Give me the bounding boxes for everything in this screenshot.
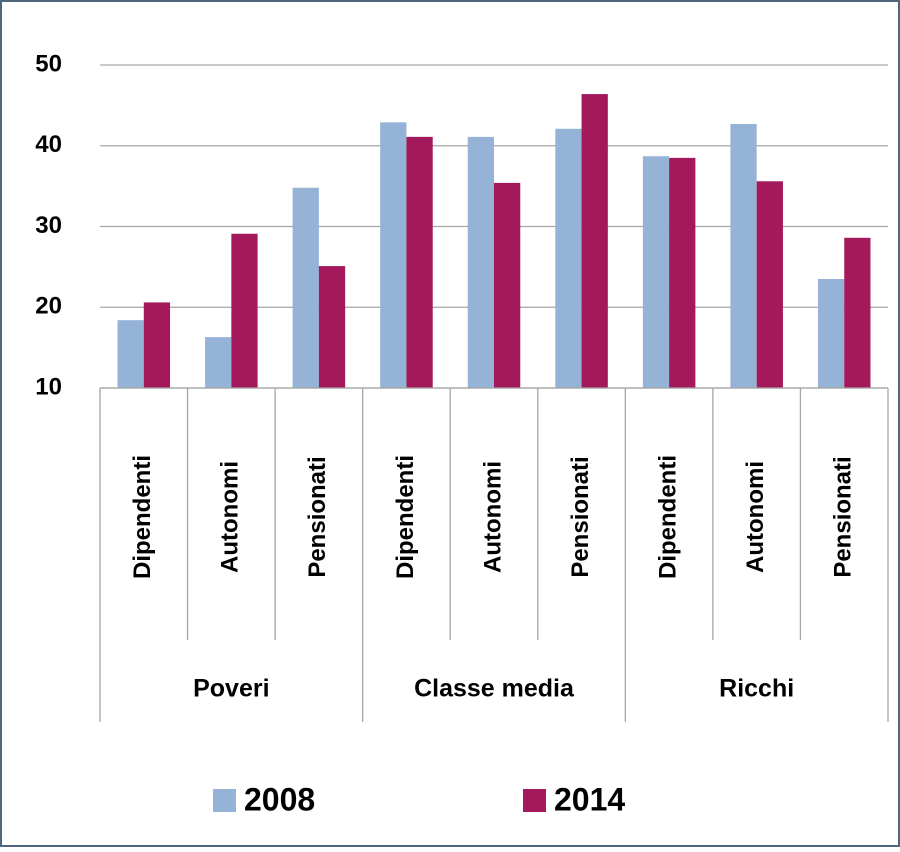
y-tick-label: 40 [35, 131, 62, 158]
group-label: Classe media [414, 675, 575, 703]
bar [406, 136, 433, 388]
bar [581, 94, 608, 388]
x-tick-label: Pensionati [830, 456, 857, 577]
legend-label: 2008 [244, 781, 315, 817]
bar [292, 187, 319, 388]
bar [669, 157, 696, 388]
bar [642, 156, 670, 388]
bar [380, 122, 407, 389]
bar [231, 233, 258, 388]
x-tick-label: Dipendenti [392, 455, 419, 579]
bar [318, 266, 346, 388]
x-tick-label: Autonomi [742, 461, 769, 573]
bar [117, 320, 144, 388]
bar [467, 136, 494, 388]
bar [730, 123, 757, 388]
x-tick-label: Dipendenti [654, 455, 681, 579]
bar [494, 182, 521, 388]
x-tick-label: Autonomi [479, 461, 506, 573]
group-label: Poveri [193, 675, 269, 703]
bar [844, 237, 871, 388]
legend-swatch [213, 789, 236, 812]
y-tick-label: 20 [35, 293, 62, 320]
bar [205, 337, 232, 388]
y-tick-label: 50 [35, 50, 62, 77]
x-tick-label: Pensionati [567, 456, 594, 577]
legend-label: 2014 [554, 781, 625, 817]
bar [555, 128, 582, 389]
y-tick-label: 30 [35, 212, 62, 239]
x-tick-label: Pensionati [304, 456, 331, 577]
bar [143, 302, 171, 388]
legend-swatch [523, 789, 546, 812]
group-label: Ricchi [719, 675, 794, 703]
y-tick-label: 10 [35, 373, 62, 400]
x-tick-label: Dipendenti [129, 455, 156, 579]
bar [817, 278, 845, 388]
x-tick-label: Autonomi [217, 461, 244, 573]
bar [756, 181, 783, 388]
